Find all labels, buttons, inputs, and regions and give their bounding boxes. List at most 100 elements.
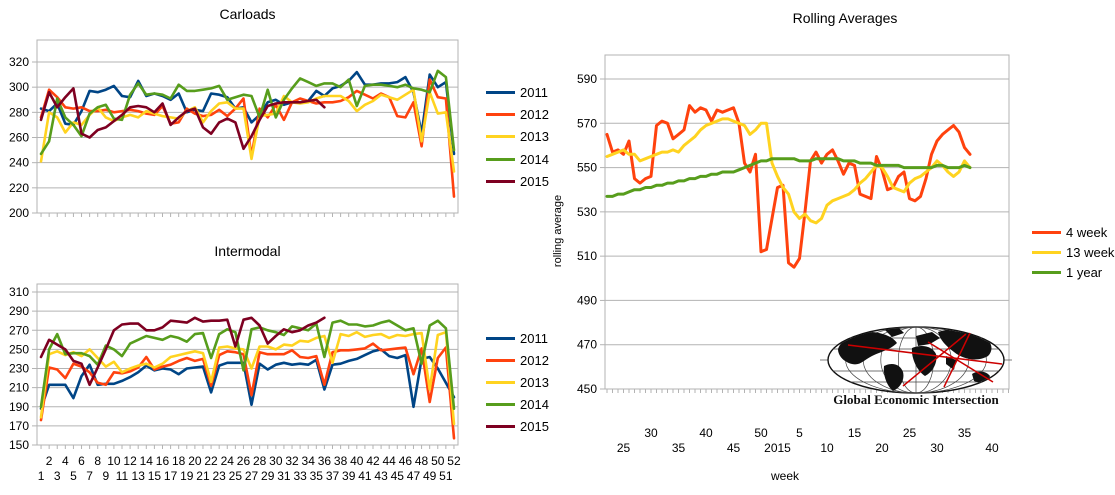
x-tick-label: 35 [310, 469, 324, 483]
y-tick-label: 590 [577, 72, 597, 86]
series-2012 [39, 78, 456, 198]
legend-item-2012: 2012 [486, 349, 549, 371]
x-tick-label: 2 [46, 454, 53, 468]
y-tick-label: 490 [577, 293, 597, 307]
y-tick-label: 200 [9, 206, 29, 220]
x-tick-label: 17 [164, 469, 178, 483]
x-tick-label: 39 [342, 469, 356, 483]
x-tick-label: 15 [148, 469, 162, 483]
legend-swatch [486, 157, 515, 161]
legend-label: 2013 [520, 374, 549, 390]
x-tick-label: 23 [212, 469, 226, 483]
x-tick-label: 7 [86, 469, 93, 483]
globe-icon [820, 326, 1012, 394]
x-tick-label: 42 [366, 454, 380, 468]
legend-item-2015: 2015 [486, 171, 549, 193]
y-tick-label: 450 [577, 382, 597, 396]
x-tick-label: 6 [78, 454, 85, 468]
x-tick-label: 30 [930, 441, 944, 455]
x-tick-label: 12 [123, 454, 137, 468]
x-tick-label: 47 [407, 469, 421, 483]
legend-label: 2013 [520, 129, 549, 145]
x-tick-label: 15 [848, 426, 862, 440]
legend-item-2015: 2015 [486, 416, 549, 438]
carloads-title: Carloads [219, 6, 276, 22]
rolling-averages-title: Rolling Averages [792, 10, 898, 26]
y-tick-label: 240 [9, 156, 29, 170]
legend-label: 2015 [520, 174, 549, 190]
x-tick-label: 37 [326, 469, 340, 483]
x-tick-label: 38 [334, 454, 348, 468]
legend-label: 2014 [520, 151, 549, 167]
x-tick-label: 33 [293, 469, 307, 483]
logo-text: Global Economic Intersection [833, 392, 999, 407]
y-tick-label: 320 [9, 55, 29, 69]
x-tick-label: 52 [447, 454, 461, 468]
x-tick-label: 41 [358, 469, 372, 483]
x-tick-label: 40 [699, 426, 713, 440]
x-tick-label: 35 [672, 441, 686, 455]
y-tick-label: 510 [577, 249, 597, 263]
x-tick-label: 48 [415, 454, 429, 468]
y-tick-label: 260 [9, 131, 29, 145]
x-tick-label: 4 [62, 454, 69, 468]
y-tick-label: 170 [9, 419, 29, 433]
x-tick-label: 34 [302, 454, 316, 468]
legend-swatch [486, 425, 515, 429]
x-tick-label: 25 [903, 426, 917, 440]
x-tick-label: 3 [54, 469, 61, 483]
x-tick-label: 49 [423, 469, 437, 483]
x-tick-label: 10 [820, 441, 834, 455]
x-tick-label: 1 [38, 469, 45, 483]
x-tick-label: 22 [204, 454, 218, 468]
intermodal-legend: 2011 2012 2013 2014 2015 [486, 327, 549, 438]
y-tick-label: 230 [9, 362, 29, 376]
carloads-legend: 2011 2012 2013 2014 2015 [486, 81, 549, 193]
series-2013 [39, 330, 456, 426]
x-tick-label: 29 [261, 469, 275, 483]
legend-label: 4 week [1066, 225, 1108, 241]
legend-item-4 week: 4 week [1032, 223, 1114, 243]
legend-swatch [486, 180, 515, 184]
y-tick-label: 310 [9, 285, 29, 299]
x-tick-label: 40 [985, 441, 999, 455]
x-tick-label: 9 [102, 469, 109, 483]
legend-item-2014: 2014 [486, 394, 549, 416]
y-tick-label: 470 [577, 338, 597, 352]
x-tick-label: 32 [285, 454, 299, 468]
x-tick-label: 46 [399, 454, 413, 468]
series-2013 [39, 88, 456, 173]
x-tick-label: 35 [958, 426, 972, 440]
legend-item-2011: 2011 [486, 327, 549, 349]
series-2015 [39, 87, 326, 151]
legend-swatch [486, 135, 515, 139]
x-tick-label: 31 [277, 469, 291, 483]
legend-swatch [1032, 231, 1061, 235]
x-tick-label: 25 [229, 469, 243, 483]
x-tick-label: 28 [253, 454, 267, 468]
y-tick-label: 190 [9, 400, 29, 414]
legend-swatch [1032, 251, 1061, 255]
legend-swatch [486, 403, 515, 407]
x-tick-label: 11 [116, 469, 129, 483]
legend-item-2012: 2012 [486, 103, 549, 125]
series-2014 [39, 319, 456, 411]
y-tick-label: 250 [9, 342, 29, 356]
legend-item-2014: 2014 [486, 148, 549, 170]
x-tick-label: 27 [245, 469, 259, 483]
y-tick-label: 280 [9, 105, 29, 119]
series-2014 [39, 69, 456, 156]
x-tick-label: 14 [140, 454, 154, 468]
legend-swatch [486, 90, 515, 94]
x-tick-label: 36 [318, 454, 332, 468]
series-2011 [39, 348, 456, 411]
x-tick-label: 19 [180, 469, 194, 483]
x-tick-label: 21 [196, 469, 210, 483]
x-tick-label: 8 [94, 454, 101, 468]
x-tick-label: 13 [132, 469, 146, 483]
x-tick-label: 5 [796, 426, 803, 440]
legend-swatch [486, 358, 515, 362]
legend-label: 2014 [520, 397, 549, 413]
x-tick-label: 25 [617, 441, 631, 455]
legend-label: 2012 [520, 352, 549, 368]
